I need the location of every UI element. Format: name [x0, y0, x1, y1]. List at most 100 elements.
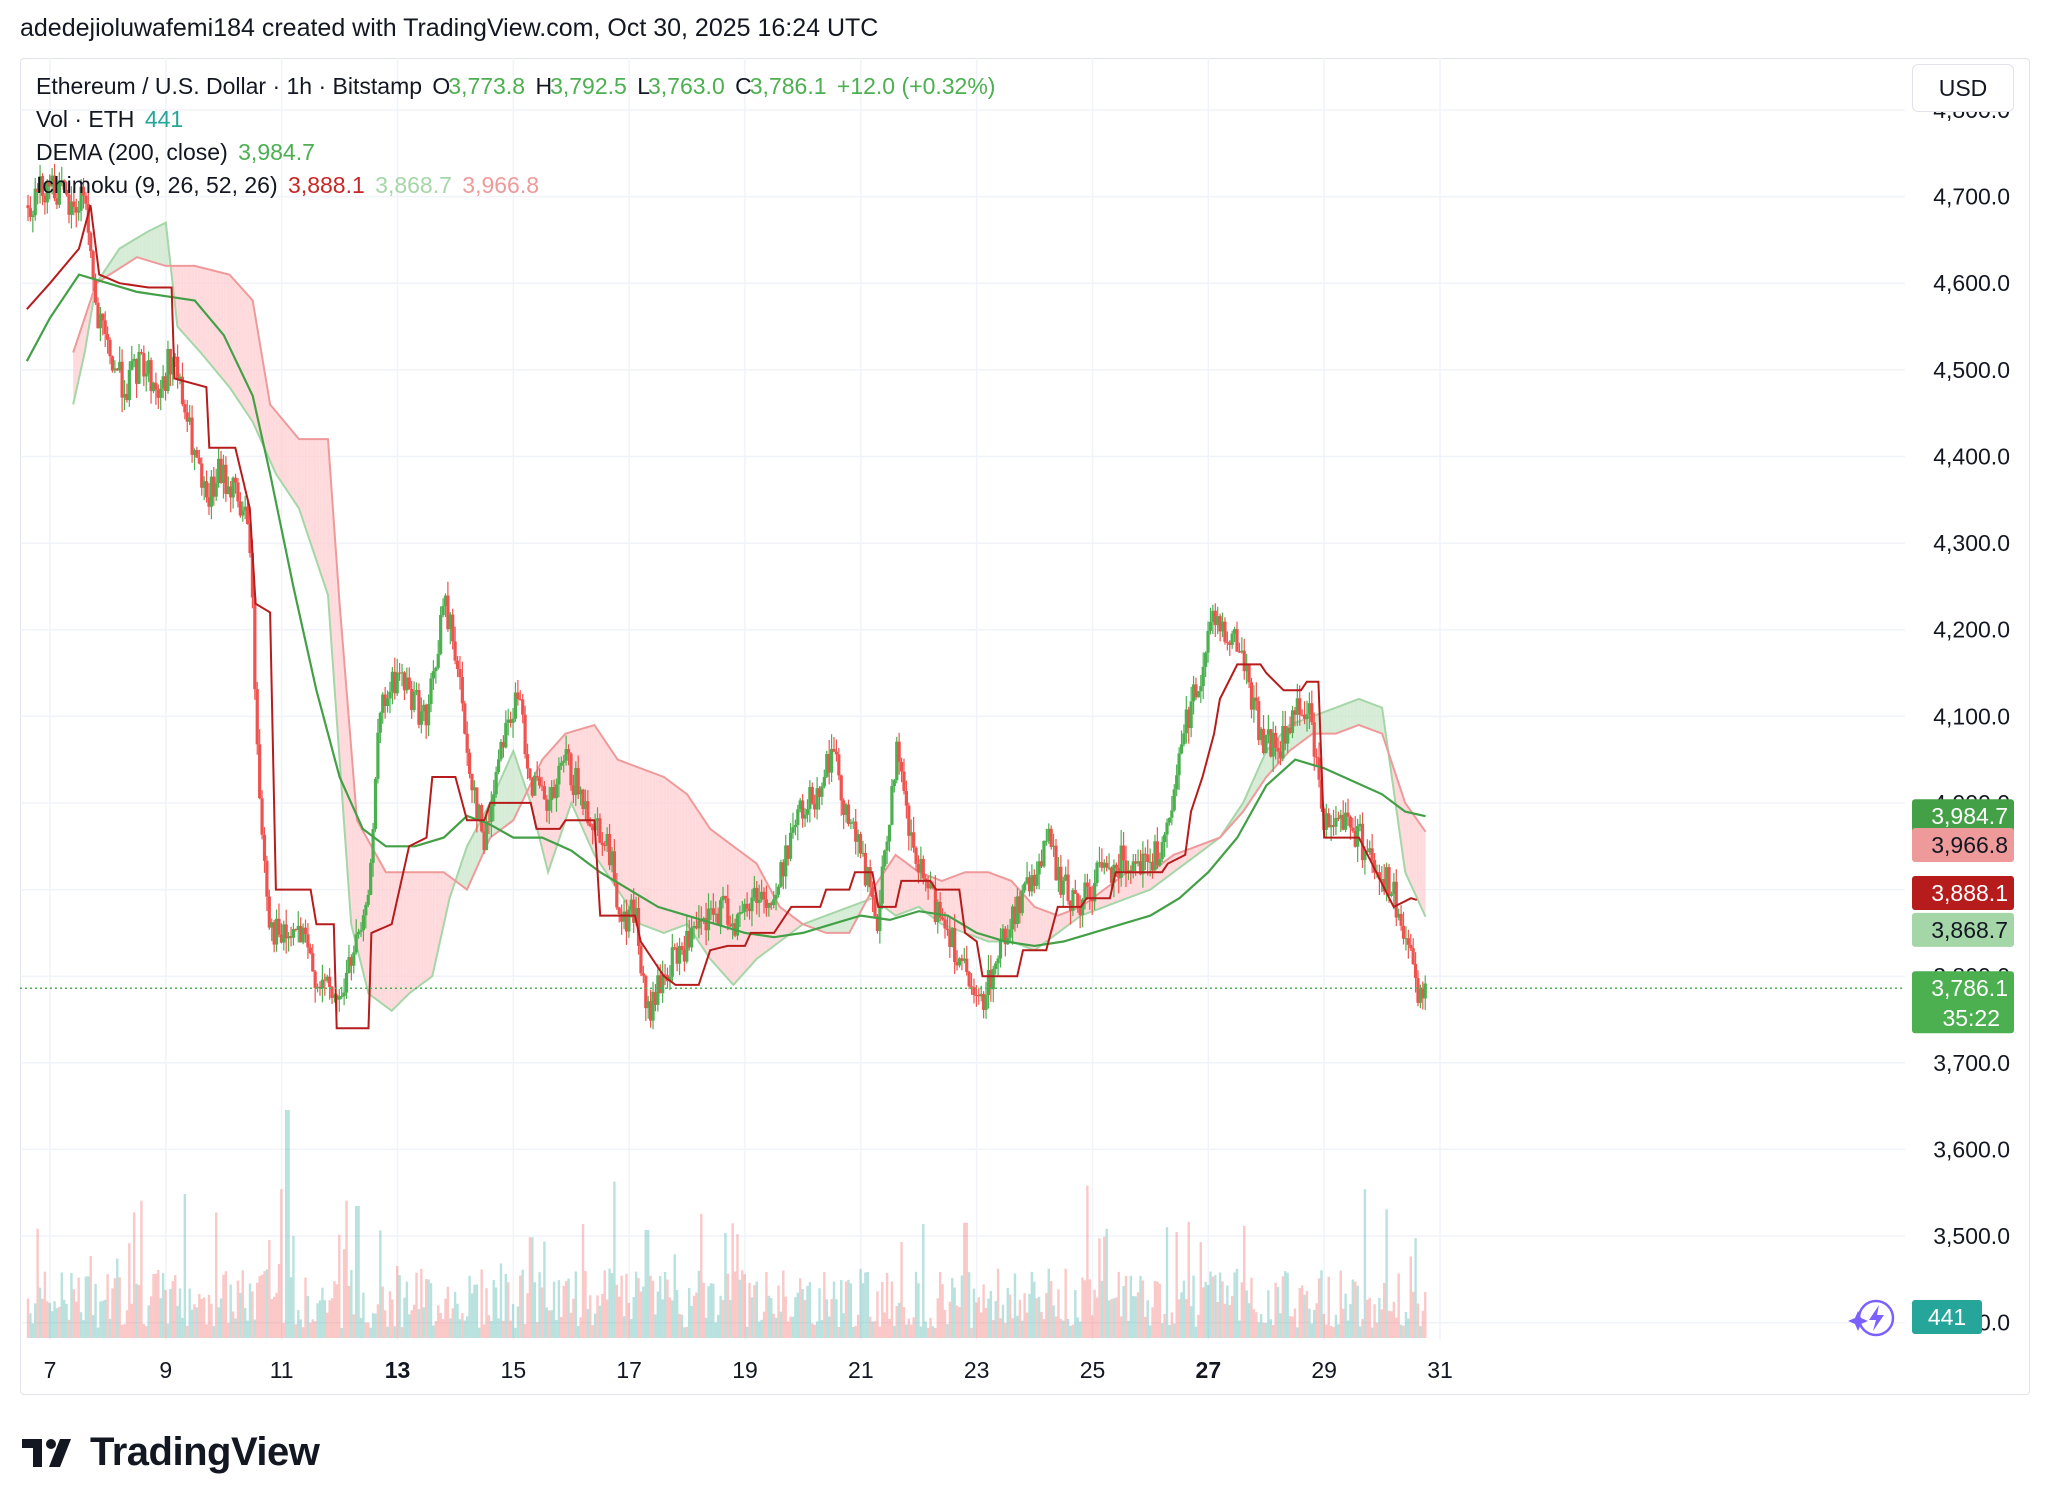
cloud-segment-bearish — [643, 769, 647, 927]
candle-body-up — [752, 887, 756, 898]
volume-bar — [299, 1319, 302, 1338]
volume-bar — [777, 1285, 780, 1338]
candle-body-down — [1073, 890, 1077, 894]
volume-bar — [1293, 1308, 1297, 1338]
candle-body-up — [950, 928, 954, 947]
volume-bar — [473, 1284, 476, 1338]
cloud-segment-bearish — [388, 872, 392, 1011]
volume-bar — [931, 1326, 935, 1338]
candle-body-down — [72, 201, 76, 207]
legend-ichimoku-row[interactable]: Ichimoku (9, 26, 52, 26) 3,888.1 3,868.7… — [36, 169, 999, 202]
candle-body-up — [448, 614, 452, 630]
cloud-segment-bearish — [967, 872, 971, 936]
volume-bar — [195, 1307, 199, 1338]
candle-body-up — [651, 991, 655, 1021]
volume-bar — [1373, 1304, 1376, 1338]
cloud-segment-bearish — [1159, 863, 1162, 884]
x-tick-label: 31 — [1427, 1357, 1453, 1383]
candle-body-down — [323, 979, 327, 981]
volume-bar — [1308, 1308, 1311, 1338]
candle-body-up — [962, 958, 966, 961]
candle-body-down — [93, 279, 98, 303]
candle-body-down — [648, 1001, 653, 1021]
candle-body-up — [429, 678, 433, 705]
volume-bar — [835, 1299, 838, 1338]
volume-bar — [1250, 1277, 1253, 1338]
volume-bar — [1341, 1308, 1345, 1338]
volume-bar — [1276, 1287, 1280, 1338]
candle-body-up — [861, 852, 865, 854]
candle-body-down — [827, 754, 831, 773]
candle-body-down — [1401, 925, 1406, 939]
volume-bar — [292, 1236, 295, 1338]
candle-body-down — [1283, 725, 1287, 744]
candle-body-down — [687, 930, 691, 948]
cloud-segment-bearish — [973, 872, 977, 938]
currency-button[interactable]: USD — [1912, 64, 2014, 112]
candle-body-down — [204, 481, 209, 498]
candle-body-up — [376, 732, 380, 779]
volume-bar — [388, 1291, 392, 1338]
volume-bar — [832, 1281, 836, 1338]
candle-body-down — [115, 368, 119, 371]
volume-bar — [808, 1282, 812, 1338]
cloud-segment-bearish — [322, 439, 326, 587]
x-tick-label: 19 — [732, 1357, 758, 1383]
volume-bar — [1199, 1242, 1203, 1338]
cloud-segment-bearish — [440, 872, 444, 938]
candle-body-up — [291, 928, 296, 938]
candle-body-up — [1204, 652, 1208, 667]
cloud-segment-bearish — [333, 521, 337, 719]
volume-bar — [868, 1316, 872, 1338]
candle-body-down — [67, 194, 71, 215]
legend-ohlc-row[interactable]: Ethereum / U.S. Dollar · 1h · Bitstamp O… — [36, 70, 999, 103]
candle-body-up — [740, 911, 744, 913]
volume-bar — [984, 1308, 988, 1338]
candle-body-up — [595, 818, 600, 821]
candle-body-up — [1389, 893, 1394, 896]
cloud-segment-bullish — [1266, 747, 1270, 777]
volume-bar — [1218, 1272, 1222, 1338]
candle-body-up — [1324, 813, 1328, 830]
volume-bar — [1399, 1324, 1403, 1338]
candle-body-down — [446, 595, 450, 630]
volume-bar — [1332, 1326, 1335, 1338]
volume-bar — [564, 1281, 568, 1338]
cloud-segment-bearish — [264, 369, 268, 455]
volume-bar — [135, 1283, 138, 1338]
volume-bar — [202, 1297, 206, 1338]
candle-body-down — [1235, 629, 1239, 652]
volume-bar — [926, 1327, 930, 1338]
volume-bar — [1103, 1236, 1106, 1338]
volume-bar — [1189, 1306, 1193, 1338]
low-label: L — [637, 73, 650, 99]
volume-bar — [811, 1323, 814, 1338]
candle-body-down — [540, 785, 544, 787]
volume-bar — [876, 1291, 879, 1338]
volume-bar — [393, 1326, 396, 1338]
candle-body-down — [1409, 944, 1413, 949]
volume-bar — [89, 1255, 92, 1338]
volume-bar — [1320, 1270, 1323, 1338]
volume-bar — [1136, 1292, 1140, 1338]
volume-bar — [1363, 1189, 1367, 1338]
cloud-segment-bullish — [1315, 714, 1319, 734]
candle-body-down — [1078, 906, 1082, 916]
candle-body-up — [776, 886, 781, 895]
volume-bar — [977, 1297, 980, 1338]
symbol-title[interactable]: Ethereum / U.S. Dollar · 1h · Bitstamp — [36, 73, 423, 99]
volume-bar — [1059, 1319, 1063, 1338]
candle-body-up — [1001, 928, 1005, 941]
cloud-segment-bearish — [1057, 914, 1061, 933]
volume-bar — [704, 1317, 708, 1338]
volume-bar — [1035, 1298, 1038, 1338]
candle-body-up — [60, 180, 64, 182]
candle-body-up — [793, 824, 797, 828]
volume-bar — [1023, 1293, 1026, 1338]
volume-bar — [101, 1300, 105, 1338]
cloud-segment-bearish — [762, 874, 766, 955]
volume-bar — [572, 1298, 575, 1338]
legend-dema-row[interactable]: DEMA (200, close) 3,984.7 — [36, 136, 999, 169]
legend-volume-row[interactable]: Vol · ETH 441 — [36, 103, 999, 136]
